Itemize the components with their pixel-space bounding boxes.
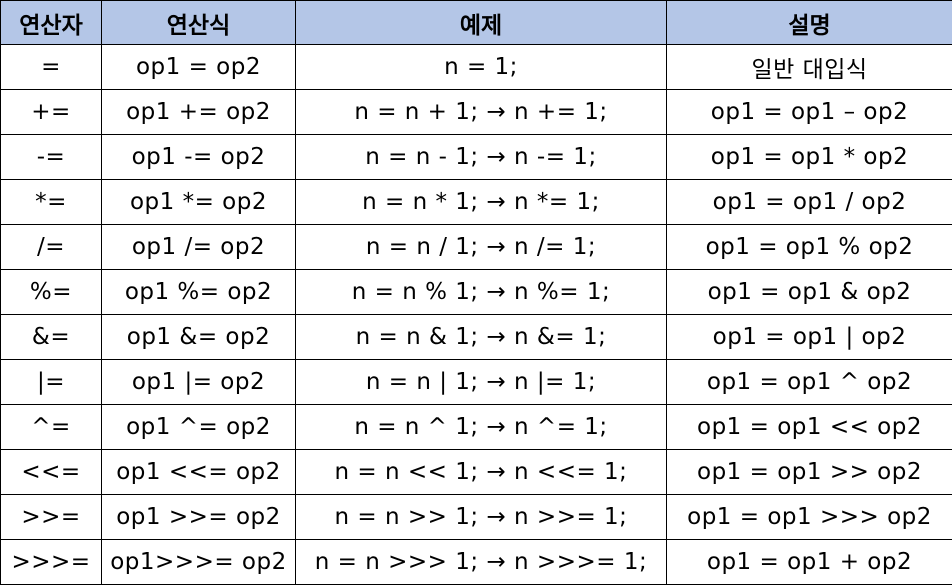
table-row: <<= op1 <<= op2 n = n << 1; → n <<= 1; o… — [0, 449, 952, 495]
cell-operator: /= — [0, 224, 102, 270]
cell-operator: &= — [0, 314, 102, 360]
cell-example: n = n & 1; → n &= 1; — [295, 314, 667, 360]
cell-description: op1 = op1 << op2 — [666, 404, 952, 450]
cell-expression: op1 |= op2 — [101, 359, 296, 405]
header-expression: 연산식 — [101, 0, 296, 45]
cell-expression: op1 &= op2 — [101, 314, 296, 360]
table-row: -= op1 -= op2 n = n - 1; → n -= 1; op1 =… — [0, 134, 952, 180]
cell-operator: >>= — [0, 494, 102, 540]
cell-expression: op1 /= op2 — [101, 224, 296, 270]
table-row: ^= op1 ^= op2 n = n ^ 1; → n ^= 1; op1 =… — [0, 404, 952, 450]
cell-expression: op1>>>= op2 — [101, 539, 296, 585]
cell-operator: = — [0, 44, 102, 90]
cell-description: op1 = op1 | op2 — [666, 314, 952, 360]
cell-example: n = n + 1; → n += 1; — [295, 89, 667, 135]
table-row: = op1 = op2 n = 1; 일반 대입식 — [0, 44, 952, 90]
cell-example: n = n / 1; → n /= 1; — [295, 224, 667, 270]
cell-operator: += — [0, 89, 102, 135]
cell-expression: op1 += op2 — [101, 89, 296, 135]
cell-description: op1 = op1 + op2 — [666, 539, 952, 585]
cell-expression: op1 <<= op2 — [101, 449, 296, 495]
table-row: *= op1 *= op2 n = n * 1; → n *= 1; op1 =… — [0, 179, 952, 225]
cell-operator: -= — [0, 134, 102, 180]
cell-example: n = n >>> 1; → n >>>= 1; — [295, 539, 667, 585]
cell-example: n = n | 1; → n |= 1; — [295, 359, 667, 405]
cell-description: 일반 대입식 — [666, 44, 952, 90]
cell-expression: op1 *= op2 — [101, 179, 296, 225]
cell-expression: op1 -= op2 — [101, 134, 296, 180]
cell-expression: op1 = op2 — [101, 44, 296, 90]
cell-description: op1 = op1 – op2 — [666, 89, 952, 135]
cell-description: op1 = op1 & op2 — [666, 269, 952, 315]
table-row: >>>= op1>>>= op2 n = n >>> 1; → n >>>= 1… — [0, 539, 952, 585]
cell-description: op1 = op1 ^ op2 — [666, 359, 952, 405]
cell-example: n = n >> 1; → n >>= 1; — [295, 494, 667, 540]
header-operator: 연산자 — [0, 0, 102, 45]
cell-description: op1 = op1 % op2 — [666, 224, 952, 270]
table-row: /= op1 /= op2 n = n / 1; → n /= 1; op1 =… — [0, 224, 952, 270]
cell-operator: >>>= — [0, 539, 102, 585]
table-row: += op1 += op2 n = n + 1; → n += 1; op1 =… — [0, 89, 952, 135]
header-row: 연산자 연산식 예제 설명 — [0, 0, 952, 45]
cell-example: n = n * 1; → n *= 1; — [295, 179, 667, 225]
table-row: |= op1 |= op2 n = n | 1; → n |= 1; op1 =… — [0, 359, 952, 405]
cell-description: op1 = op1 / op2 — [666, 179, 952, 225]
cell-expression: op1 >>= op2 — [101, 494, 296, 540]
cell-description: op1 = op1 >> op2 — [666, 449, 952, 495]
cell-example: n = n - 1; → n -= 1; — [295, 134, 667, 180]
table-row: >>= op1 >>= op2 n = n >> 1; → n >>= 1; o… — [0, 494, 952, 540]
cell-expression: op1 %= op2 — [101, 269, 296, 315]
cell-operator: <<= — [0, 449, 102, 495]
table-row: %= op1 %= op2 n = n % 1; → n %= 1; op1 =… — [0, 269, 952, 315]
header-example: 예제 — [295, 0, 667, 45]
cell-example: n = n % 1; → n %= 1; — [295, 269, 667, 315]
cell-example: n = n ^ 1; → n ^= 1; — [295, 404, 667, 450]
cell-example: n = n << 1; → n <<= 1; — [295, 449, 667, 495]
cell-description: op1 = op1 * op2 — [666, 134, 952, 180]
cell-operator: |= — [0, 359, 102, 405]
cell-operator: *= — [0, 179, 102, 225]
cell-expression: op1 ^= op2 — [101, 404, 296, 450]
cell-operator: %= — [0, 269, 102, 315]
header-description: 설명 — [666, 0, 952, 45]
cell-description: op1 = op1 >>> op2 — [666, 494, 952, 540]
cell-example: n = 1; — [295, 44, 667, 90]
cell-operator: ^= — [0, 404, 102, 450]
table-row: &= op1 &= op2 n = n & 1; → n &= 1; op1 =… — [0, 314, 952, 360]
